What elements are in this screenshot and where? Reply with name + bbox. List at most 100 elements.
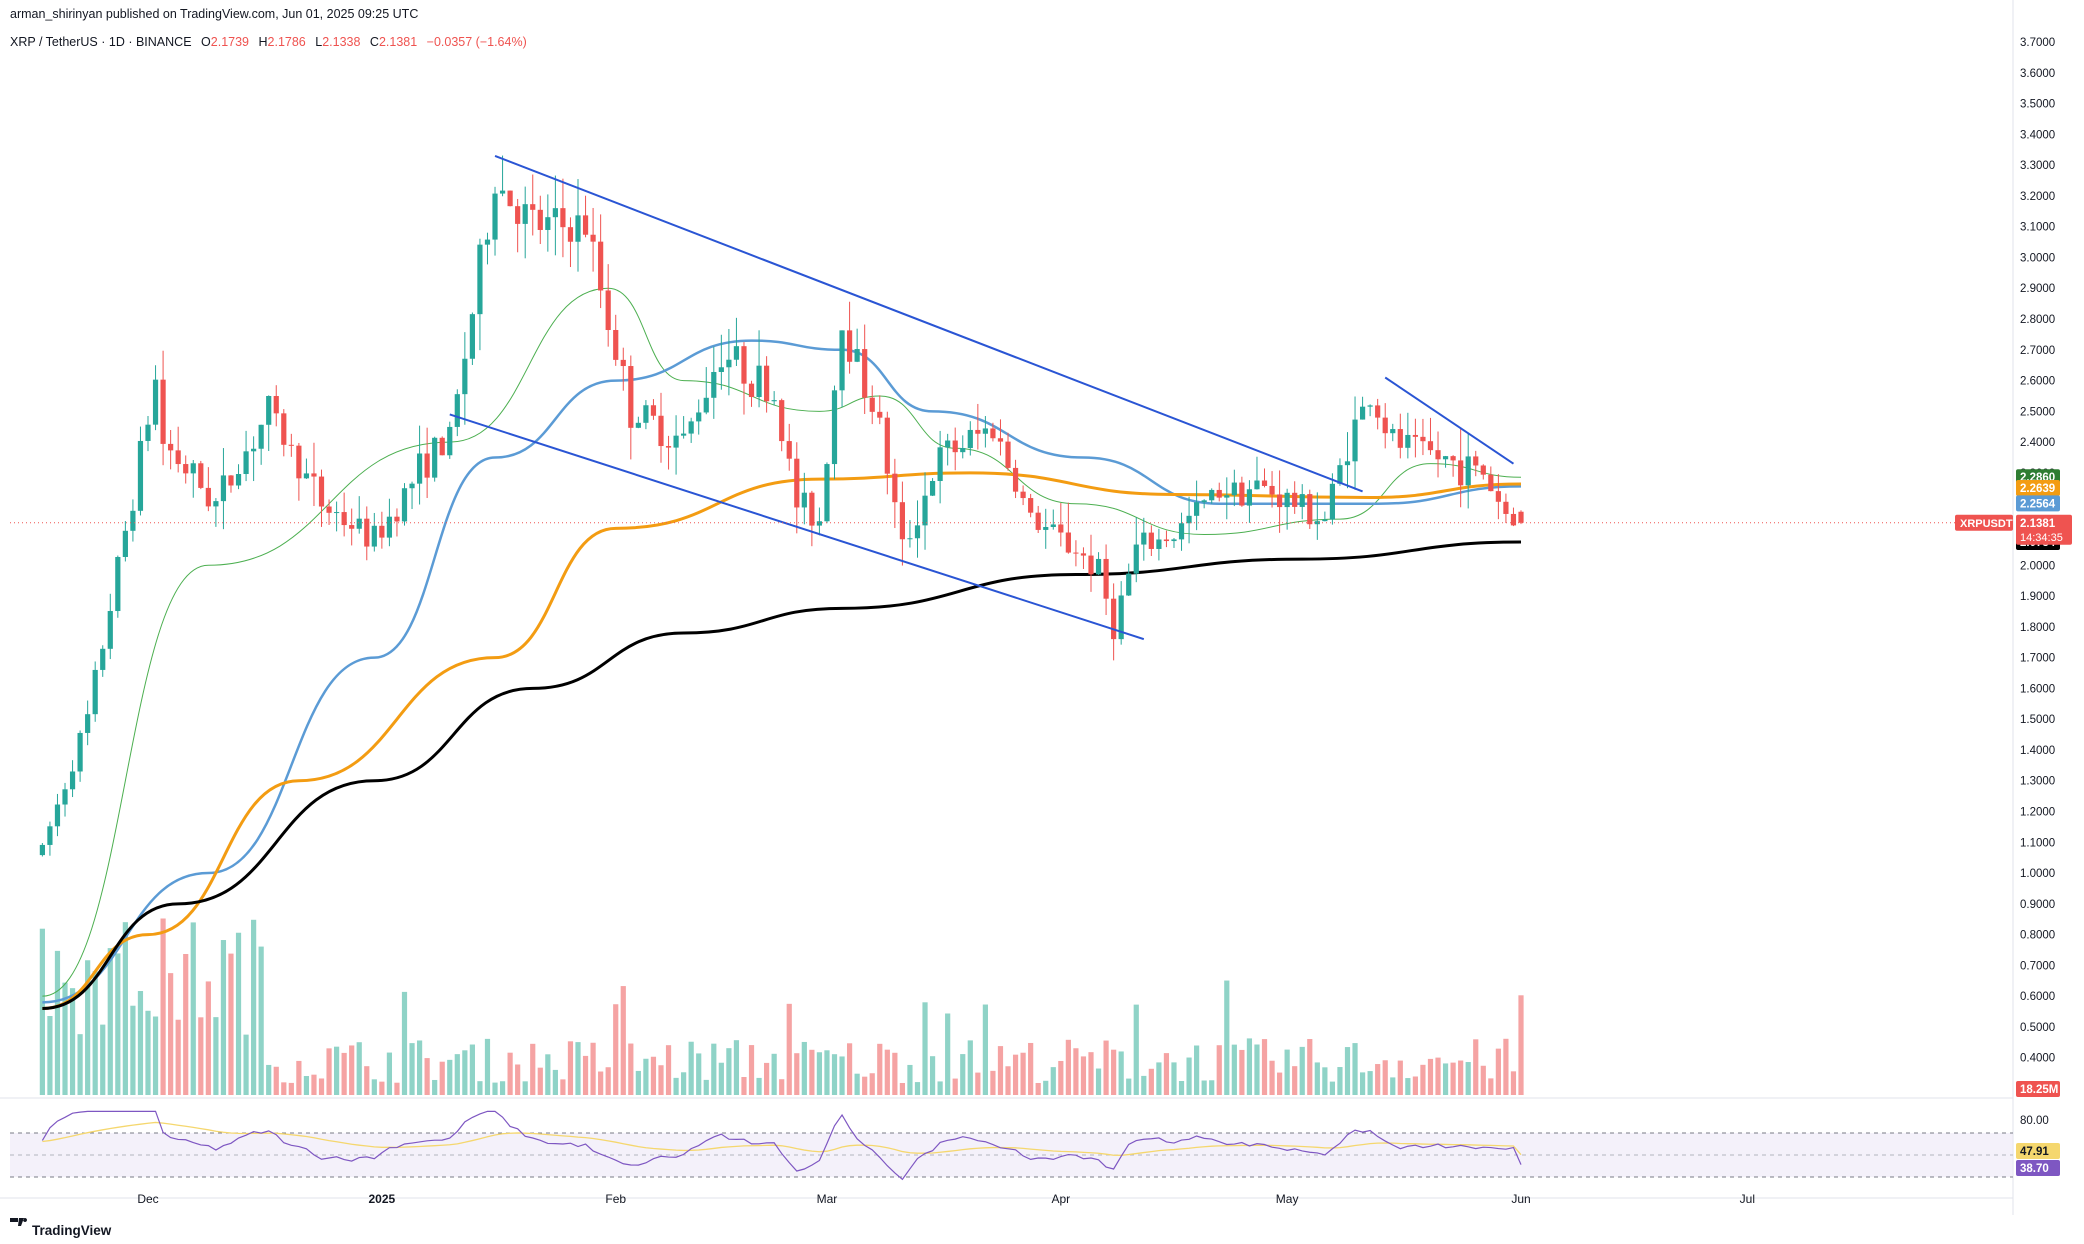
candle-body: [1073, 552, 1079, 554]
candle: [251, 436, 257, 482]
candle-body: [1035, 512, 1041, 530]
candle: [515, 198, 521, 253]
candle-body: [1028, 498, 1034, 513]
volume-bar: [1186, 1057, 1192, 1095]
volume-bar: [1382, 1060, 1388, 1095]
symbol-badge-bg: [1955, 514, 2013, 531]
candle-body: [1495, 491, 1501, 502]
candle: [1352, 396, 1358, 490]
candle: [530, 174, 536, 236]
volume-bar: [990, 1070, 996, 1095]
candle: [1058, 503, 1064, 547]
volume-bar: [605, 1067, 611, 1095]
ema100-badge: 2.2639: [2020, 483, 2055, 495]
price-tick-label: 1.3000: [2020, 776, 2055, 788]
candle-body: [560, 208, 566, 228]
symbol-badge: XRPUSDT: [1960, 518, 2013, 530]
volume-badge-bg: [2016, 1081, 2060, 1097]
volume-bar: [982, 1004, 988, 1095]
volume-bar: [937, 1081, 943, 1095]
price-tick-label: 3.0000: [2020, 252, 2055, 264]
candle-body: [130, 510, 136, 531]
volume-bar: [507, 1052, 513, 1095]
candle: [990, 422, 996, 442]
candle: [914, 500, 921, 558]
candle-body: [205, 487, 211, 507]
volume-bar: [1194, 1045, 1200, 1095]
candle-body: [145, 424, 151, 441]
volume-bar: [1397, 1060, 1403, 1095]
candle-body: [613, 330, 619, 360]
candle-body: [967, 429, 973, 449]
candle: [741, 342, 747, 415]
candle: [522, 186, 528, 259]
candle: [598, 214, 604, 309]
volume-bar: [809, 1049, 815, 1095]
candle: [884, 411, 890, 495]
ema-20-line: [42, 287, 1522, 997]
candle-body: [1216, 489, 1222, 498]
volume-bar: [1284, 1049, 1290, 1095]
candle-body: [1510, 513, 1517, 526]
candle: [537, 195, 543, 245]
candle: [447, 421, 453, 459]
candle-body: [673, 435, 679, 448]
candle: [605, 264, 611, 347]
volume-bar: [394, 1082, 400, 1095]
candle-body: [311, 473, 317, 477]
candle-body: [100, 648, 106, 670]
tradingview-logo-text: TradingView: [32, 1223, 112, 1238]
candle: [1269, 471, 1275, 508]
candle: [628, 355, 634, 460]
candle-body: [1178, 523, 1185, 540]
candle: [552, 175, 558, 256]
candle: [1405, 412, 1411, 459]
candle-body: [1292, 492, 1298, 507]
candle: [582, 195, 589, 238]
volume-bar: [1359, 1072, 1366, 1095]
volume-bar: [1178, 1080, 1185, 1095]
candle: [1171, 538, 1177, 548]
candle-body: [1050, 524, 1056, 527]
volume-bar: [711, 1043, 717, 1095]
candle: [1495, 474, 1501, 520]
candle-body: [288, 444, 294, 446]
volume-bar: [243, 1034, 249, 1095]
volume-bar: [1012, 1054, 1019, 1095]
candle-body: [1065, 532, 1071, 553]
candle: [1186, 496, 1192, 544]
rsi-line: [41, 1110, 1522, 1181]
price-tick-label: 2.5000: [2020, 406, 2055, 418]
candle-body: [741, 346, 747, 384]
candle-body: [1246, 489, 1253, 506]
candle: [945, 433, 951, 466]
candle: [507, 190, 513, 207]
volume-bar: [1141, 1075, 1147, 1095]
candle: [484, 232, 491, 265]
time-tick-label: Jun: [1511, 1192, 1530, 1206]
volume-bar: [1035, 1082, 1041, 1095]
candle: [635, 416, 641, 429]
candle-body: [1367, 405, 1373, 407]
volume-bar: [1307, 1039, 1313, 1095]
candle-body: [1405, 434, 1411, 448]
candle-body: [198, 463, 204, 488]
candle-body: [537, 209, 543, 230]
candle-body: [1201, 500, 1207, 503]
rsi-ma-line: [42, 1121, 1522, 1156]
volume-bar: [1126, 1078, 1132, 1095]
candle-body: [628, 366, 634, 428]
candle: [1382, 403, 1388, 449]
volume-bar: [590, 1042, 596, 1095]
candle-body: [1088, 555, 1094, 575]
volume-bar: [899, 1082, 905, 1095]
candle-body: [477, 244, 483, 315]
volume-bar: [1352, 1043, 1358, 1095]
candle: [1050, 509, 1056, 530]
candle-body: [160, 379, 166, 444]
candle: [869, 385, 875, 425]
candle: [1435, 431, 1441, 478]
candle: [1133, 517, 1139, 583]
volume-bar: [620, 986, 626, 1095]
time-tick-label: Jul: [1740, 1192, 1755, 1206]
